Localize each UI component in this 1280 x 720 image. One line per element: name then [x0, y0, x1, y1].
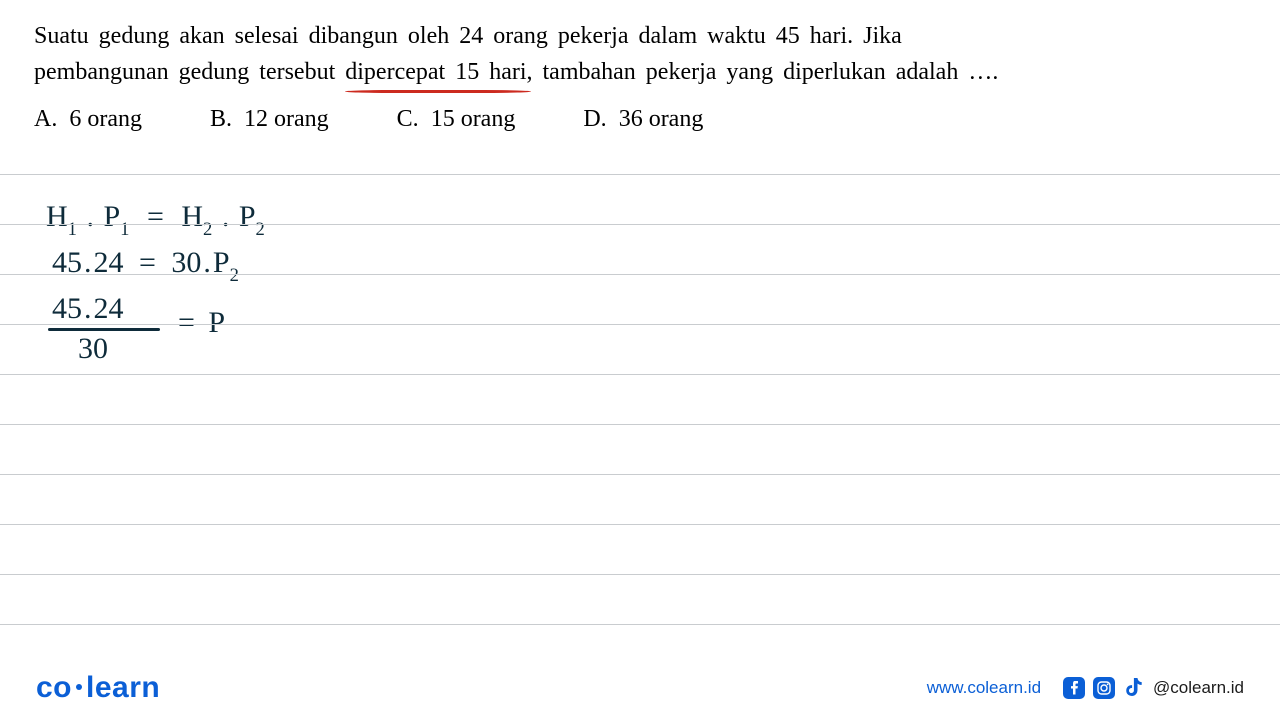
- footer-right: www.colearn.id @colearn.id: [927, 677, 1244, 699]
- handwriting-eq3-den: 30: [78, 332, 108, 366]
- handwriting-eq2: 45.24 = 30.P2: [52, 246, 239, 285]
- instagram-icon[interactable]: [1093, 677, 1115, 699]
- ruled-notebook-area: H1 . P1 = H2 . P2 45.24 = 30.P2 45.24 30…: [0, 174, 1280, 648]
- option-c: C. 15 orang: [397, 106, 516, 133]
- ruled-line: [0, 374, 1280, 375]
- footer: colearn www.colearn.id @colearn.id: [0, 656, 1280, 720]
- underlined-phrase: dipercepat 15 hari: [345, 54, 526, 90]
- option-d: D. 36 orang: [583, 106, 703, 133]
- option-b: B. 12 orang: [210, 106, 329, 133]
- facebook-icon[interactable]: [1063, 677, 1085, 699]
- option-a: A. 6 orang: [34, 106, 142, 133]
- options-row: A. 6 orang B. 12 orang C. 15 orang D. 36…: [34, 106, 1246, 133]
- ruled-line: [0, 474, 1280, 475]
- question-line1: Suatu gedung akan selesai dibangun oleh …: [34, 23, 902, 49]
- ruled-line: [0, 624, 1280, 625]
- handwriting-eq1: H1 . P1 = H2 . P2: [46, 200, 265, 239]
- ruled-line: [0, 274, 1280, 275]
- tiktok-icon[interactable]: [1123, 677, 1145, 699]
- brand-logo: colearn: [36, 671, 160, 705]
- fraction-line: [48, 328, 160, 331]
- question-block: Suatu gedung akan selesai dibangun oleh …: [0, 0, 1280, 133]
- ruled-line: [0, 574, 1280, 575]
- question-text: Suatu gedung akan selesai dibangun oleh …: [34, 18, 1246, 90]
- handwriting-eq3-num: 45.24: [52, 292, 124, 326]
- handwriting-eq3-eq: = P: [178, 306, 225, 340]
- ruled-line: [0, 524, 1280, 525]
- question-line2-post: tambahan pekerja yang diperlukan adalah …: [533, 59, 999, 85]
- brand-dot-icon: [76, 684, 82, 690]
- social-group: @colearn.id: [1063, 677, 1244, 699]
- ruled-line: [0, 324, 1280, 325]
- website-link[interactable]: www.colearn.id: [927, 678, 1041, 698]
- question-line2-pre: pembangunan gedung tersebut: [34, 59, 345, 85]
- ruled-line: [0, 424, 1280, 425]
- ruled-line: [0, 224, 1280, 225]
- social-handle: @colearn.id: [1153, 678, 1244, 698]
- ruled-line: [0, 174, 1280, 175]
